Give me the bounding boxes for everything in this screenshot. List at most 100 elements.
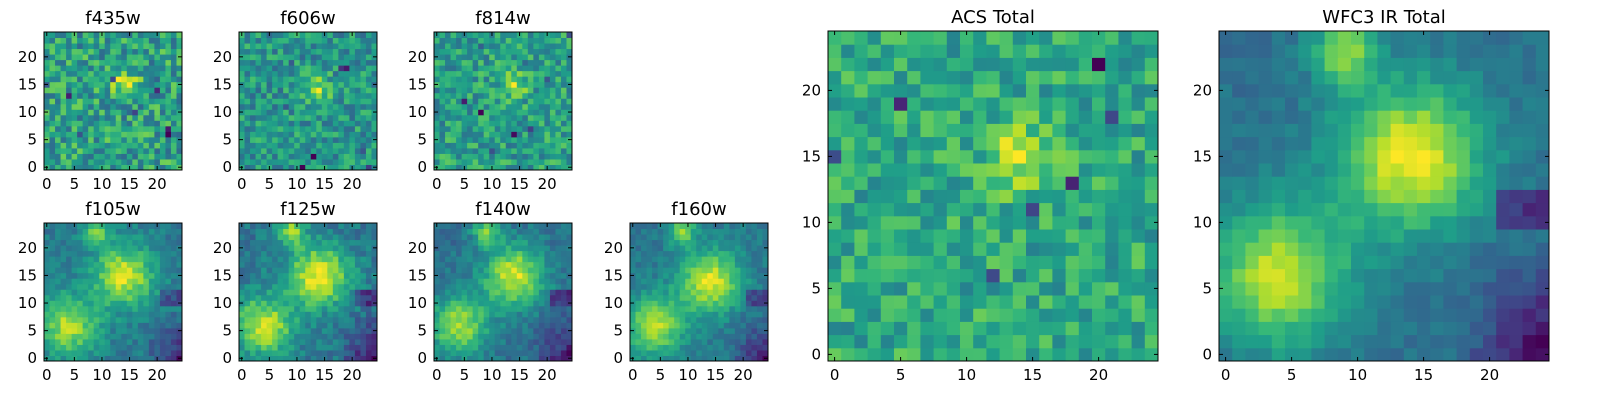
- heatmap-cell: [533, 54, 540, 61]
- heatmap-cell: [461, 338, 468, 345]
- heatmap-cell: [299, 223, 306, 230]
- heatmap-cell: [999, 255, 1014, 270]
- heatmap-cell: [176, 59, 183, 66]
- heatmap-cell: [527, 142, 534, 149]
- heatmap-cell: [522, 239, 529, 246]
- heatmap-cell: [828, 281, 842, 296]
- heatmap-cell: [250, 223, 257, 230]
- heatmap-cell: [250, 114, 257, 121]
- heatmap-cell: [511, 322, 518, 329]
- heatmap-cell: [77, 164, 84, 171]
- heatmap-cell: [445, 136, 452, 143]
- heatmap-cell: [960, 176, 974, 190]
- heatmap-cell: [360, 136, 367, 143]
- heatmap-cell: [82, 327, 89, 334]
- heatmap-cell: [349, 76, 356, 83]
- heatmap-cell: [343, 59, 350, 66]
- heatmap-cell: [88, 261, 95, 268]
- heatmap-cell: [1131, 321, 1146, 336]
- heatmap-cell: [266, 98, 273, 105]
- heatmap-cell: [55, 228, 62, 235]
- y-tick-label: 10: [408, 103, 427, 121]
- heatmap-cell: [154, 136, 161, 143]
- heatmap-cell: [239, 142, 246, 149]
- heatmap-cell: [679, 316, 686, 323]
- heatmap-cell: [663, 256, 670, 263]
- heatmap-cell: [461, 272, 468, 279]
- heatmap-cell: [294, 70, 301, 77]
- heatmap-cell: [522, 349, 529, 356]
- heatmap-cell: [343, 54, 350, 61]
- y-tick-label: 0: [222, 349, 232, 367]
- heatmap-cell: [467, 98, 474, 105]
- heatmap-cell: [165, 103, 172, 110]
- heatmap-cell: [154, 142, 161, 149]
- heatmap-cell: [255, 114, 262, 121]
- heatmap-cell: [283, 322, 290, 329]
- heatmap-cell: [1118, 334, 1133, 349]
- heatmap-cell: [154, 81, 161, 88]
- heatmap-cell: [77, 37, 84, 44]
- heatmap-cell: [668, 234, 675, 241]
- heatmap-cell: [49, 349, 56, 356]
- heatmap-cell: [756, 283, 763, 290]
- heatmap-cell: [143, 278, 150, 285]
- heatmap-cell: [560, 239, 567, 246]
- heatmap-cell: [679, 250, 686, 257]
- heatmap-cell: [126, 300, 133, 307]
- heatmap-cell: [239, 283, 246, 290]
- heatmap-cell: [272, 43, 279, 50]
- heatmap-cell: [349, 305, 356, 312]
- heatmap-cell: [294, 65, 301, 72]
- heatmap-cell: [288, 32, 295, 39]
- heatmap-cell: [170, 153, 177, 160]
- heatmap-cell: [707, 338, 714, 345]
- heatmap-cell: [854, 229, 869, 243]
- heatmap-cell: [1118, 268, 1133, 283]
- heatmap-cell: [360, 245, 367, 252]
- heatmap-cell: [828, 215, 842, 230]
- heatmap-cell: [712, 245, 719, 252]
- heatmap-cell: [500, 250, 507, 257]
- heatmap-cell: [305, 103, 312, 110]
- heatmap-cell: [489, 250, 496, 257]
- heatmap-cell: [494, 327, 501, 334]
- heatmap-cell: [657, 349, 664, 356]
- heatmap-cell: [920, 268, 935, 283]
- heatmap-cell: [49, 54, 56, 61]
- heatmap-cell: [99, 43, 106, 50]
- heatmap-cell: [261, 239, 268, 246]
- heatmap-cell: [327, 278, 334, 285]
- heatmap-cell: [338, 131, 345, 138]
- heatmap-cell: [288, 81, 295, 88]
- heatmap-cell: [1012, 308, 1027, 322]
- heatmap-cell: [828, 295, 842, 309]
- heatmap-cell: [115, 256, 122, 263]
- heatmap-cell: [137, 70, 144, 77]
- heatmap-cell: [305, 272, 312, 279]
- heatmap-cell: [49, 65, 56, 72]
- heatmap-cell: [244, 37, 251, 44]
- heatmap-cell: [533, 311, 540, 318]
- heatmap-cell: [511, 103, 518, 110]
- heatmap-cell: [960, 347, 974, 362]
- heatmap-cell: [159, 228, 166, 235]
- heatmap-cell: [148, 316, 155, 323]
- heatmap-cell: [365, 289, 372, 296]
- heatmap-cell: [148, 37, 155, 44]
- heatmap-cell: [261, 355, 268, 362]
- heatmap-cell: [630, 322, 637, 329]
- heatmap-cell: [668, 294, 675, 301]
- heatmap-cell: [679, 234, 686, 241]
- heatmap-cell: [522, 59, 529, 66]
- heatmap-cells: [239, 223, 378, 362]
- heatmap-cell: [365, 239, 372, 246]
- heatmap-cell: [121, 256, 128, 263]
- heatmap-cell: [555, 300, 562, 307]
- heatmap-cell: [456, 103, 463, 110]
- heatmap-cell: [371, 142, 378, 149]
- heatmap-cell: [544, 114, 551, 121]
- heatmap-cell: [49, 70, 56, 77]
- panel-title: f814w: [475, 8, 530, 29]
- heatmap-cell: [239, 344, 246, 351]
